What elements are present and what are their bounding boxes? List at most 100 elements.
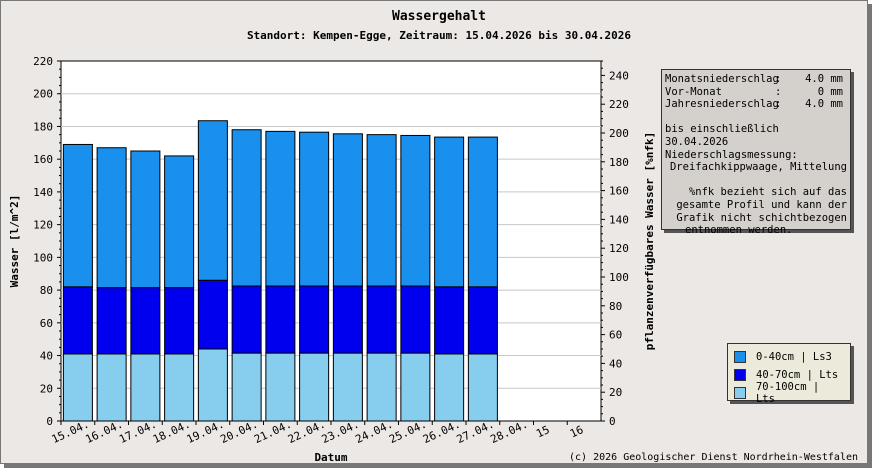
bar-segment (299, 285, 330, 354)
x-tick-label: 16 (568, 423, 586, 440)
x-tick-label: 15.04. (50, 418, 92, 447)
bar-segment (231, 285, 262, 354)
legend-swatch (734, 351, 746, 363)
y-axis-left: 0 20 40 60 80 100 120 140 160 180 200 220 (33, 55, 61, 428)
y2-tick-label: 140 (609, 213, 629, 226)
info-row: Vor-Monat:0 mm (665, 85, 843, 98)
note-line: entnommen werden. (685, 224, 793, 237)
chart-subtitle: Standort: Kempen-Egge, Zeitraum: 15.04.2… (247, 29, 631, 42)
x-tick-label: 20.04. (218, 418, 260, 447)
bar-segment (265, 352, 296, 422)
copyright-text: (c) 2026 Geologischer Dienst Nordrhein-W… (569, 452, 858, 463)
bar-segment (197, 120, 228, 281)
bar-segment (62, 143, 93, 288)
bar-segment (130, 353, 161, 422)
y-axis-right: 0 20 40 60 80 100 120 140 160 180 200 220 240 (601, 60, 629, 428)
bar-segment (434, 353, 465, 422)
y-tick-label: 120 (33, 219, 53, 232)
y-tick-label: 100 (33, 251, 53, 264)
bar-segment (265, 285, 296, 354)
bar-segment (130, 287, 161, 355)
y2-tick-label: 60 (609, 329, 622, 342)
legend-item: 40-70cm | Lts (734, 366, 844, 384)
x-tick-label: 17.04. (117, 418, 159, 447)
x-tick-label: 28.04. (488, 418, 530, 447)
bar-segment (332, 133, 363, 287)
chart-frame: Wassergehalt Standort: Kempen-Egge, Zeit… (0, 0, 868, 464)
y-tick-label: 80 (40, 284, 53, 297)
bar-segment (366, 352, 397, 422)
info-box: Monatsniederschlag:4.0 mm Vor-Monat:0 mm… (661, 69, 851, 236)
y2-tick-label: 20 (609, 386, 622, 399)
bar-segment (299, 352, 330, 422)
info-row: Monatsniederschlag:4.0 mm (665, 73, 843, 85)
y-tick-label: 160 (33, 153, 53, 166)
bar-segment (231, 129, 262, 287)
bar-segment (400, 134, 431, 287)
bar-segment (299, 131, 330, 287)
bar-segment (62, 286, 93, 355)
bar-segment (467, 136, 498, 288)
measurement-method: Dreifachkippwaage, Mittelung (669, 161, 847, 174)
x-tick-label: 19.04. (185, 418, 227, 447)
chart-title: Wassergehalt (392, 9, 486, 24)
x-axis-label: Datum (314, 451, 347, 463)
y2-axis-label: pflanzenverfügbares Wasser [%nfk] (643, 132, 656, 351)
bar-segment (62, 353, 93, 422)
bar-segment (434, 136, 465, 288)
y-tick-label: 220 (33, 55, 53, 68)
y2-tick-label: 240 (609, 69, 629, 82)
y2-tick-label: 220 (609, 98, 629, 111)
y-tick-label: 140 (33, 186, 53, 199)
bar-segment (130, 150, 161, 289)
bar-segment (96, 287, 127, 355)
x-tick-label: 26.04. (421, 418, 463, 447)
y2-tick-label: 100 (609, 271, 629, 284)
y-tick-label: 0 (46, 415, 53, 428)
legend-swatch (734, 387, 746, 399)
bar-segment (96, 353, 127, 422)
note-line: gesamte Profil und kann der (676, 198, 847, 211)
x-tick-label: 23.04. (320, 418, 362, 447)
bar-segment (400, 352, 431, 422)
bar-segment (197, 279, 228, 350)
y-tick-label: 200 (33, 88, 53, 101)
y-axis-label: Wasser [l/m^2] (8, 195, 21, 288)
y-tick-label: 60 (40, 317, 53, 330)
bar-segment (231, 352, 262, 422)
y-tick-label: 20 (40, 382, 53, 395)
x-tick-label: 27.04. (455, 418, 497, 447)
legend-label: 40-70cm | Lts (756, 369, 839, 381)
y-tick-label: 40 (40, 350, 53, 363)
chart-canvas: Wassergehalt Standort: Kempen-Egge, Zeit… (8, 9, 858, 463)
bar-segment (197, 348, 228, 422)
x-tick-label: 25.04. (387, 418, 429, 447)
bar-segment (164, 155, 195, 289)
x-tick-label: 16.04. (83, 418, 125, 447)
bar-segment (366, 285, 397, 354)
y2-tick-label: 80 (609, 300, 622, 313)
y2-tick-label: 40 (609, 357, 622, 370)
info-row: Jahresniederschlag:4.0 mm (665, 98, 843, 111)
bar-segment (332, 352, 363, 422)
bar-segment (467, 286, 498, 355)
y2-tick-label: 180 (609, 156, 629, 169)
x-tick-label: 18.04. (151, 418, 193, 447)
x-tick-label: 15 (534, 423, 552, 440)
legend-swatch (734, 369, 746, 381)
bar-segment (400, 285, 431, 354)
legend: 0-40cm | Ls3 40-70cm | Lts 70-100cm | Lt… (727, 343, 851, 405)
x-tick-label: 22.04. (286, 418, 328, 447)
bar-segment (366, 134, 397, 287)
measurement-date: bis einschließlich 30.04.2026 (665, 123, 779, 148)
bar-segment (164, 353, 195, 422)
bar-segment (265, 130, 296, 287)
y-tick-label: 180 (33, 120, 53, 133)
x-tick-label: 24.04. (353, 418, 395, 447)
y2-tick-label: 120 (609, 242, 629, 255)
legend-item: 0-40cm | Ls3 (734, 348, 844, 366)
bar-group (62, 120, 498, 422)
bar-segment (434, 286, 465, 355)
bar-segment (467, 353, 498, 422)
bar-segment (96, 147, 127, 289)
